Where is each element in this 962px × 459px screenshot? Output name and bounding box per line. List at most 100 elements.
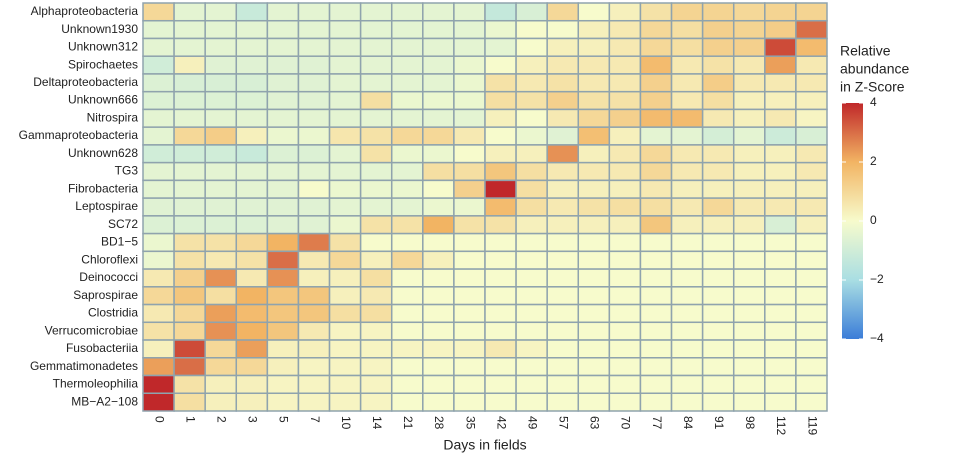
heatmap-cell [235, 357, 269, 377]
row-label: Saprospirae [73, 288, 138, 302]
heatmap-cell [577, 232, 611, 253]
heatmap-cell [297, 144, 331, 164]
heatmap-cell [639, 357, 673, 377]
heatmap-cell [328, 144, 362, 164]
heatmap-cell [701, 179, 735, 199]
heatmap-cell [266, 215, 300, 235]
heatmap-cell [670, 250, 704, 270]
heatmap-cell [639, 126, 673, 146]
heatmap-cell [235, 90, 269, 111]
heatmap-cell [328, 250, 362, 270]
colorbar-title: in Z-Score [840, 79, 905, 95]
heatmap-cell [670, 286, 704, 306]
heatmap-cell [639, 374, 673, 395]
heatmap-cell [670, 197, 704, 217]
column-label: 21 [401, 416, 415, 430]
heatmap-cell [795, 197, 828, 217]
heatmap-cell [515, 126, 548, 146]
heatmap-cell [608, 321, 642, 341]
heatmap-cell [390, 215, 424, 235]
heatmap-cell [701, 286, 735, 306]
heatmap-cell [701, 55, 735, 75]
heatmap-cell [484, 268, 517, 288]
heatmap-cell [142, 232, 175, 253]
heatmap-cell [764, 250, 797, 270]
row-label: MB−A2−108 [71, 394, 138, 408]
heatmap-cell [795, 19, 828, 40]
heatmap-cell [732, 357, 766, 377]
heatmap-cell [142, 339, 175, 359]
heatmap-cell [515, 232, 548, 253]
column-label: 35 [463, 416, 477, 430]
heatmap-cell [173, 197, 206, 217]
heatmap-cell [390, 55, 424, 75]
heatmap-cell [484, 232, 517, 253]
heatmap-cell [701, 2, 735, 22]
heatmap-cell [639, 90, 673, 111]
heatmap-cell [390, 108, 424, 128]
heatmap-cell [453, 392, 486, 412]
heatmap-cell [328, 374, 362, 395]
heatmap-cell [795, 55, 828, 75]
heatmap-cell [764, 392, 797, 412]
heatmap-cell [701, 321, 735, 341]
heatmap-cell [297, 161, 331, 182]
heatmap-cell [266, 55, 300, 75]
heatmap-cell [795, 357, 828, 377]
heatmap-cell [422, 19, 455, 40]
heatmap-cell [142, 55, 175, 75]
heatmap-cell [235, 161, 269, 182]
heatmap-cell [266, 250, 300, 270]
heatmap-cell [639, 161, 673, 182]
column-label: 112 [774, 416, 788, 435]
heatmap-cell [795, 232, 828, 253]
heatmap-cell [142, 179, 175, 199]
row-label: Chloroflexi [81, 252, 138, 266]
heatmap-cell [266, 374, 300, 395]
heatmap-cell [142, 357, 175, 377]
heatmap-cell [732, 321, 766, 341]
heatmap-cell [515, 19, 548, 40]
heatmap-cell [328, 232, 362, 253]
row-label: Alphaproteobacteria [31, 4, 139, 18]
heatmap-cell [701, 161, 735, 182]
heatmap-cell [422, 126, 455, 146]
heatmap-cell [608, 232, 642, 253]
heatmap-cell [670, 144, 704, 164]
heatmap-cell [670, 37, 704, 57]
row-label: Deinococci [79, 270, 138, 284]
heatmap-cell [764, 2, 797, 22]
heatmap-cell [764, 161, 797, 182]
heatmap-cell [701, 303, 735, 324]
heatmap-cell [732, 144, 766, 164]
heatmap-cell [577, 357, 611, 377]
heatmap-cell [701, 144, 735, 164]
heatmap-cell [639, 286, 673, 306]
heatmap-cell [173, 90, 206, 111]
heatmap-cell [764, 268, 797, 288]
row-label: Unknown628 [68, 146, 138, 160]
heatmap-cell [484, 321, 517, 341]
colorbar-tick-label: −2 [870, 272, 884, 286]
heatmap-cell [795, 268, 828, 288]
heatmap-cell [173, 321, 206, 341]
heatmap-cell [577, 286, 611, 306]
heatmap-cell [390, 179, 424, 199]
heatmap-cell [390, 197, 424, 217]
heatmap-cell [266, 339, 300, 359]
heatmap-cell [701, 19, 735, 40]
heatmap-cell [235, 250, 269, 270]
heatmap-cell [173, 268, 206, 288]
heatmap-cell [608, 250, 642, 270]
heatmap-cell [608, 161, 642, 182]
column-label: 98 [743, 416, 757, 430]
heatmap-cell [732, 126, 766, 146]
row-label: Gammaproteobacteria [19, 128, 139, 142]
heatmap-cell [328, 339, 362, 359]
column-label: 77 [650, 416, 664, 430]
heatmap-cell [453, 339, 486, 359]
heatmap-cell [297, 108, 331, 128]
heatmap-cell [546, 126, 580, 146]
heatmap-cell [515, 197, 548, 217]
heatmap-cell [173, 374, 206, 395]
